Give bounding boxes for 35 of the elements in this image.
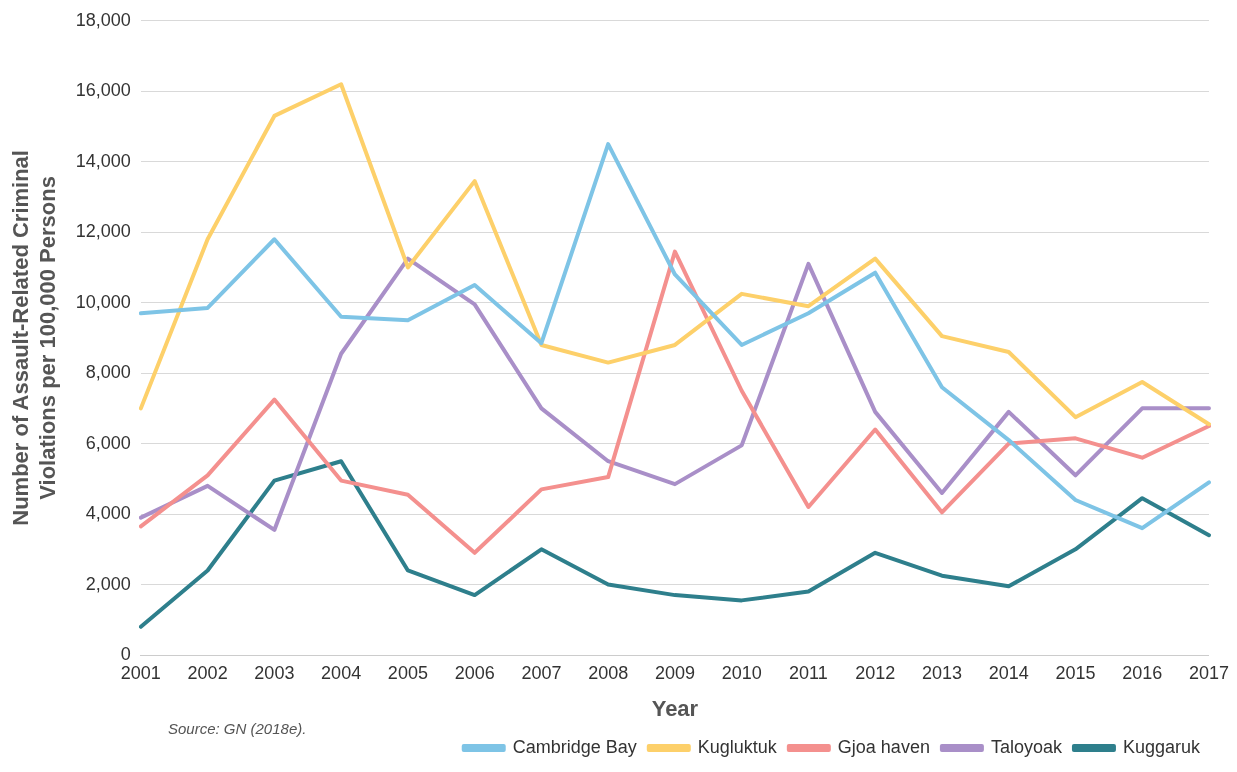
x-tick-label: 2008 xyxy=(588,662,629,683)
y-tick-label: 12,000 xyxy=(75,221,131,242)
y-tick-label: 0 xyxy=(120,643,131,664)
x-tick-label: 2007 xyxy=(521,662,562,683)
x-tick-label: 2009 xyxy=(654,662,695,683)
legend-label: Kugluktuk xyxy=(697,736,778,757)
x-tick-label: 2013 xyxy=(921,662,962,683)
x-tick-label: 2002 xyxy=(187,662,228,683)
legend-label: Gjoa haven xyxy=(837,736,930,757)
source-note: Source: GN (2018e). xyxy=(168,720,307,738)
x-tick-label: 2011 xyxy=(789,662,828,683)
y-tick-label: 16,000 xyxy=(75,80,131,101)
y-tick-label: 8,000 xyxy=(85,362,131,383)
x-tick-label: 2012 xyxy=(855,662,896,683)
x-tick-label: 2004 xyxy=(321,662,362,683)
x-tick-label: 2014 xyxy=(988,662,1029,683)
y-axis-title: Number of Assault-Related Criminal Violations per 100,000 Persons xyxy=(8,150,60,526)
x-axis-title: Year xyxy=(651,695,699,721)
x-tick-label: 2017 xyxy=(1188,662,1229,683)
legend-label: Cambridge Bay xyxy=(512,736,637,757)
legend-label: Taloyoak xyxy=(990,736,1063,757)
legend-label: Kuggaruk xyxy=(1122,736,1201,757)
x-tick-label: 2010 xyxy=(721,662,762,683)
x-tick-label: 2015 xyxy=(1055,662,1096,683)
x-tick-label: 2003 xyxy=(254,662,295,683)
x-tick-label: 2016 xyxy=(1122,662,1163,683)
y-tick-label: 14,000 xyxy=(75,150,131,171)
x-tick-label: 2001 xyxy=(120,662,161,683)
y-tick-label: 18,000 xyxy=(75,9,131,30)
y-tick-label: 6,000 xyxy=(85,432,131,453)
x-tick-label: 2006 xyxy=(454,662,495,683)
y-tick-label: 4,000 xyxy=(85,503,131,524)
x-tick-label: 2005 xyxy=(387,662,428,683)
y-tick-label: 2,000 xyxy=(85,573,131,594)
y-tick-label: 10,000 xyxy=(75,291,131,312)
